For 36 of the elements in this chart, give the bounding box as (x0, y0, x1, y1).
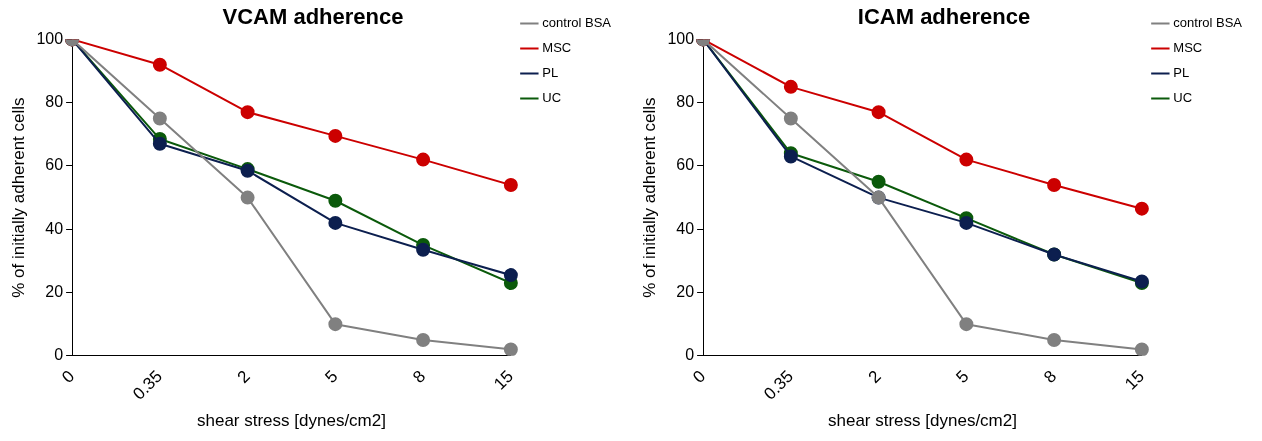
y-axis-title: % of initially adherent cells (639, 97, 659, 298)
x-tick-label: 2 (233, 366, 254, 387)
y-tick-label: 20 (45, 282, 64, 300)
legend-label: MSC (1173, 40, 1203, 56)
x-tick-label: 5 (321, 366, 342, 387)
legend-label: UC (1173, 90, 1193, 106)
y-tick-label: 60 (676, 156, 695, 174)
legend-label: MSC (542, 40, 572, 56)
y-tick-label: 0 (54, 346, 64, 364)
x-tick-label: 2 (864, 366, 885, 387)
chart-title: VCAM adherence (222, 4, 404, 30)
x-tick-label: 8 (409, 366, 430, 387)
y-axis-title: % of initially adherent cells (8, 97, 28, 298)
legend-label: control BSA (1173, 15, 1243, 31)
legend-label: PL (1173, 65, 1190, 81)
x-tick-label: 15 (1121, 366, 1148, 394)
x-tick-label: 0 (689, 366, 710, 387)
x-axis-title: shear stress [dynes/cm2] (196, 411, 386, 431)
legend-label: control BSA (542, 15, 612, 31)
y-tick-label: 80 (676, 93, 695, 111)
y-tick-label: 0 (685, 346, 695, 364)
x-tick-label: 15 (490, 366, 517, 394)
legend-label: PL (542, 65, 559, 81)
y-tick-label: 20 (676, 282, 695, 300)
y-tick-label: 60 (45, 156, 64, 174)
x-tick-label: 8 (1040, 366, 1061, 387)
x-axis-title: shear stress [dynes/cm2] (827, 411, 1017, 431)
y-tick-label: 80 (45, 93, 64, 111)
x-tick-label: 0 (58, 366, 79, 387)
y-tick-label: 40 (45, 219, 64, 237)
y-tick-label: 40 (676, 219, 695, 237)
x-tick-label: 5 (952, 366, 973, 387)
legend-label: UC (542, 90, 562, 106)
chart-title: ICAM adherence (857, 4, 1031, 30)
y-tick-label: 100 (36, 29, 64, 47)
y-tick-label: 100 (667, 29, 695, 47)
